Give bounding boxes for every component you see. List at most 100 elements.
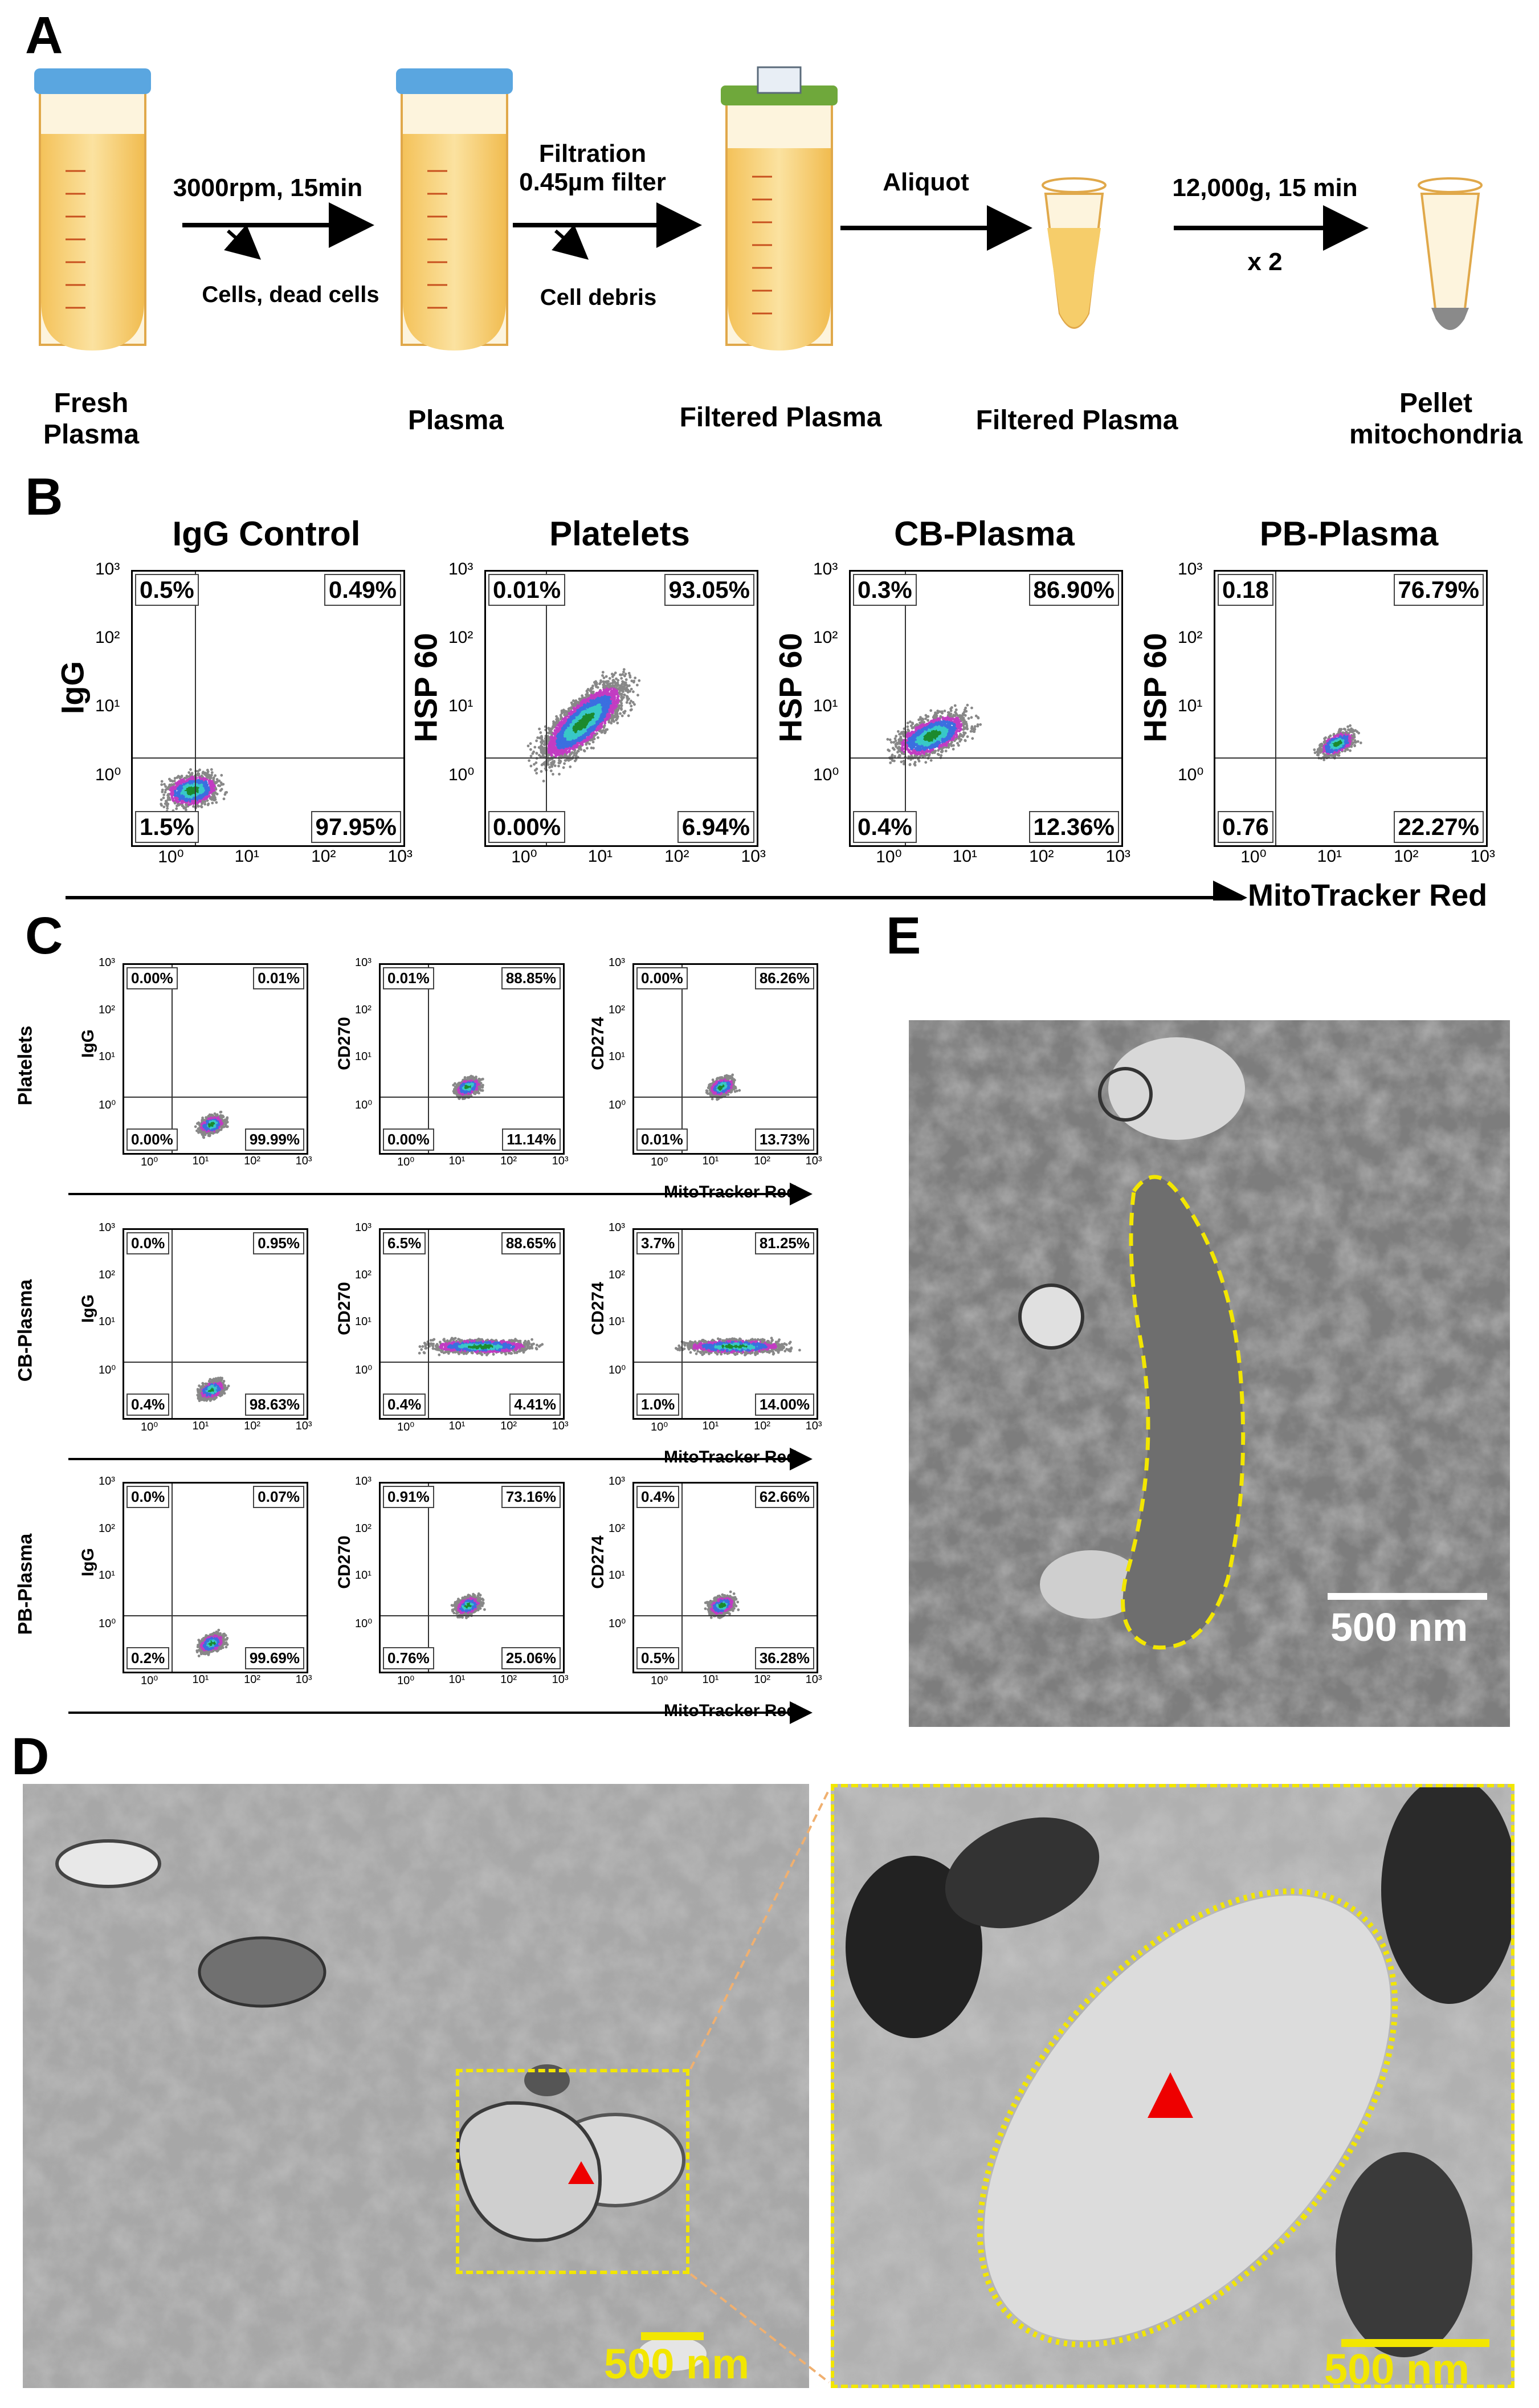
y-tick-label: 10¹	[355, 1050, 372, 1063]
y-tick-label: 10²	[95, 628, 120, 647]
x-tick-label: 10²	[1394, 847, 1419, 866]
y-tick-label: 10²	[448, 628, 473, 647]
gate-line-horizontal	[486, 757, 757, 759]
gate-line-horizontal	[381, 1097, 563, 1098]
x-tick-label: 10³	[387, 847, 413, 866]
x-tick-label: 10³	[805, 1155, 822, 1167]
panel-letter-e: E	[886, 907, 921, 965]
y-tick-label: 10¹	[609, 1050, 625, 1063]
panel-letter-b: B	[25, 468, 63, 526]
x-tick-label: 10⁰	[158, 848, 184, 866]
quadrant-upper-left: 0.0%	[126, 1232, 170, 1254]
gate-line-vertical	[428, 1484, 430, 1672]
panel-c-x-axis-label: MitoTracker Red	[664, 1448, 797, 1466]
panel-c-row-label: PB-Plasma	[14, 1533, 36, 1635]
x-tick-label: 10³	[552, 1673, 569, 1686]
plot-y-axis-label: HSP 60	[1137, 633, 1173, 743]
plot-y-axis-label: CD274	[589, 1016, 607, 1070]
scale-bar-right	[1341, 2339, 1489, 2347]
quadrant-lower-right: 99.69%	[244, 1647, 304, 1669]
quadrant-upper-left: 3.7%	[636, 1232, 680, 1254]
x-tick-label: 10¹	[448, 1155, 466, 1167]
flow-cytometry-plot: 0.3% 86.90% 0.4% 12.36%	[849, 570, 1123, 847]
arrowhead-red-small	[568, 2161, 594, 2184]
x-tick-label: 10¹	[1317, 847, 1342, 866]
gate-line-horizontal	[124, 1362, 307, 1363]
plot-y-axis-label: IgG	[79, 1294, 97, 1323]
gate-line-vertical	[681, 1230, 683, 1418]
flow-cytometry-plot: 0.5% 0.49% 1.5% 97.95%	[131, 570, 405, 847]
scale-label-e: 500 nm	[1330, 1605, 1468, 1649]
y-tick-label: 10⁰	[609, 1098, 626, 1111]
flow-cytometry-plot: 0.01% 93.05% 0.00% 6.94%	[484, 570, 758, 847]
scale-label-left: 500 nm	[604, 2340, 750, 2387]
y-tick-label: 10¹	[355, 1569, 372, 1582]
y-tick-label: 10⁰	[99, 1363, 116, 1376]
y-tick-label: 10²	[355, 1522, 372, 1535]
quadrant-upper-right: 76.79%	[1393, 574, 1484, 606]
quadrant-lower-right: 12.36%	[1028, 811, 1119, 843]
em-overview-texture	[23, 1784, 809, 2388]
x-tick-label: 10⁰	[141, 1674, 158, 1687]
step-filtered-plasma-2: Filtered Plasma	[975, 405, 1178, 435]
x-tick-label: 10²	[754, 1420, 771, 1432]
workflow-diagram	[34, 66, 1483, 351]
y-tick-label: 10⁰	[355, 1363, 373, 1376]
x-tick-label: 10²	[500, 1673, 517, 1686]
y-tick-label: 10¹	[448, 696, 473, 715]
x-tick-label: 10⁰	[511, 848, 537, 866]
quadrant-lower-right: 4.41%	[509, 1394, 561, 1416]
gate-line-horizontal	[124, 1615, 307, 1616]
quadrant-upper-right: 88.65%	[501, 1232, 561, 1254]
x-tick-label: 10¹	[587, 847, 613, 866]
x-tick-label: 10²	[754, 1673, 771, 1686]
quadrant-upper-right: 0.95%	[253, 1232, 304, 1254]
gate-line-vertical	[1275, 572, 1276, 845]
plot-y-axis-label: CD270	[335, 1535, 354, 1589]
step-plasma: Plasma	[407, 405, 504, 435]
x-tick-label: 10⁰	[397, 1421, 415, 1433]
flow-cytometry-plot: 0.0% 0.95% 0.4% 98.63%	[123, 1228, 308, 1420]
x-tick-label: 10⁰	[397, 1674, 415, 1687]
y-tick-label: 10⁰	[95, 765, 121, 784]
x-tick-label: 10²	[500, 1155, 517, 1167]
flow-cytometry-plot: 0.0% 0.07% 0.2% 99.69%	[123, 1482, 308, 1673]
x-tick-label: 10³	[295, 1420, 312, 1432]
em-image-overview: 500 nm	[23, 1784, 809, 2388]
panel-c-row-axis	[68, 1448, 813, 1470]
quadrant-lower-right: 22.27%	[1393, 811, 1484, 843]
x-tick-label: 10²	[244, 1420, 261, 1432]
quadrant-upper-right: 62.66%	[754, 1486, 814, 1508]
quadrant-lower-left: 0.5%	[636, 1647, 680, 1669]
x-tick-label: 10²	[500, 1420, 517, 1432]
plot-title: IgG Control	[172, 515, 361, 553]
x-tick-label: 10⁰	[876, 848, 902, 866]
quadrant-lower-left: 0.4%	[383, 1394, 426, 1416]
tube-filtered-plasma	[721, 66, 838, 351]
quadrant-lower-right: 98.63%	[244, 1394, 304, 1416]
arrow2-bottom-text: Cell debris	[540, 285, 657, 310]
x-tick-label: 10¹	[702, 1420, 719, 1432]
panel-c-row-label: Platelets	[14, 1025, 36, 1106]
gate-line-horizontal	[133, 757, 403, 759]
flow-cytometry-plot: 0.91% 73.16% 0.76% 25.06%	[379, 1482, 565, 1673]
x-tick-label: 10²	[244, 1673, 261, 1686]
gate-line-vertical	[172, 1484, 173, 1672]
quadrant-upper-right: 93.05%	[664, 574, 754, 606]
quadrant-lower-left: 0.01%	[636, 1128, 688, 1151]
gate-line-vertical	[195, 572, 197, 845]
quadrant-upper-left: 0.18	[1218, 574, 1273, 606]
quadrant-upper-left: 0.01%	[383, 967, 434, 989]
x-tick-label: 10⁰	[397, 1156, 415, 1168]
y-tick-label: 10¹	[609, 1569, 625, 1582]
y-tick-label: 10¹	[95, 696, 120, 715]
quadrant-upper-right: 86.26%	[754, 967, 814, 989]
x-tick-label: 10³	[1470, 847, 1495, 866]
flow-cytometry-plot: 3.7% 81.25% 1.0% 14.00%	[632, 1228, 818, 1420]
y-tick-label: 10⁰	[448, 765, 475, 784]
gate-line-horizontal	[634, 1362, 817, 1363]
y-tick-label: 10³	[355, 956, 372, 969]
scale-bar-e	[1328, 1593, 1487, 1600]
gate-line-horizontal	[851, 757, 1121, 759]
quadrant-upper-left: 0.4%	[636, 1486, 680, 1508]
